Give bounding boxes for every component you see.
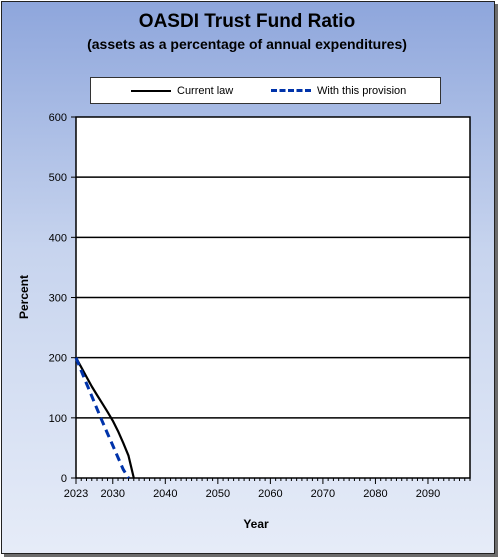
y-tick-labels: 0 100 200 300 400 500 600	[49, 112, 76, 485]
y-tick-label: 300	[49, 293, 67, 305]
x-tick-label: 2080	[363, 488, 387, 500]
x-tick-label: 2050	[206, 488, 230, 500]
x-tick-label: 2030	[101, 488, 125, 500]
x-tick-label: 2060	[258, 488, 282, 500]
x-tick-label: 2023	[64, 488, 88, 500]
chart-subtitle: (assets as a percentage of annual expend…	[87, 36, 407, 52]
y-tick-label: 400	[49, 232, 67, 244]
series-line-current-law	[75, 357, 135, 479]
x-axis-title: Year	[243, 517, 269, 531]
series-line-with-provision	[74, 357, 130, 479]
series-lines	[74, 357, 135, 479]
y-tick-label: 100	[49, 413, 67, 425]
y-tick-label: 200	[49, 353, 67, 365]
x-tick-label: 2070	[311, 488, 335, 500]
gridlines	[76, 176, 470, 419]
y-tick-label: 0	[61, 473, 67, 485]
legend-swatch-solid	[131, 89, 171, 92]
legend-label-current-law: Current law	[177, 84, 234, 97]
legend-item-current-law: Current law	[131, 78, 233, 103]
chart-legend: Current law With this provision	[90, 77, 441, 104]
y-tick-label: 600	[49, 112, 67, 124]
x-tick-labels: 2023 2030 2040 2050 2060 2070 2080 2090	[64, 478, 471, 500]
y-tick-label: 500	[49, 172, 67, 184]
x-tick-label: 2040	[153, 488, 177, 500]
y-axis-title: Percent	[17, 275, 31, 319]
chart-title: OASDI Trust Fund Ratio	[138, 11, 356, 32]
x-tick-label: 2090	[416, 488, 440, 500]
legend-item-with-provision: With this provision	[271, 78, 406, 103]
legend-swatch-dashed	[271, 89, 311, 92]
legend-label-with-provision: With this provision	[317, 84, 407, 97]
